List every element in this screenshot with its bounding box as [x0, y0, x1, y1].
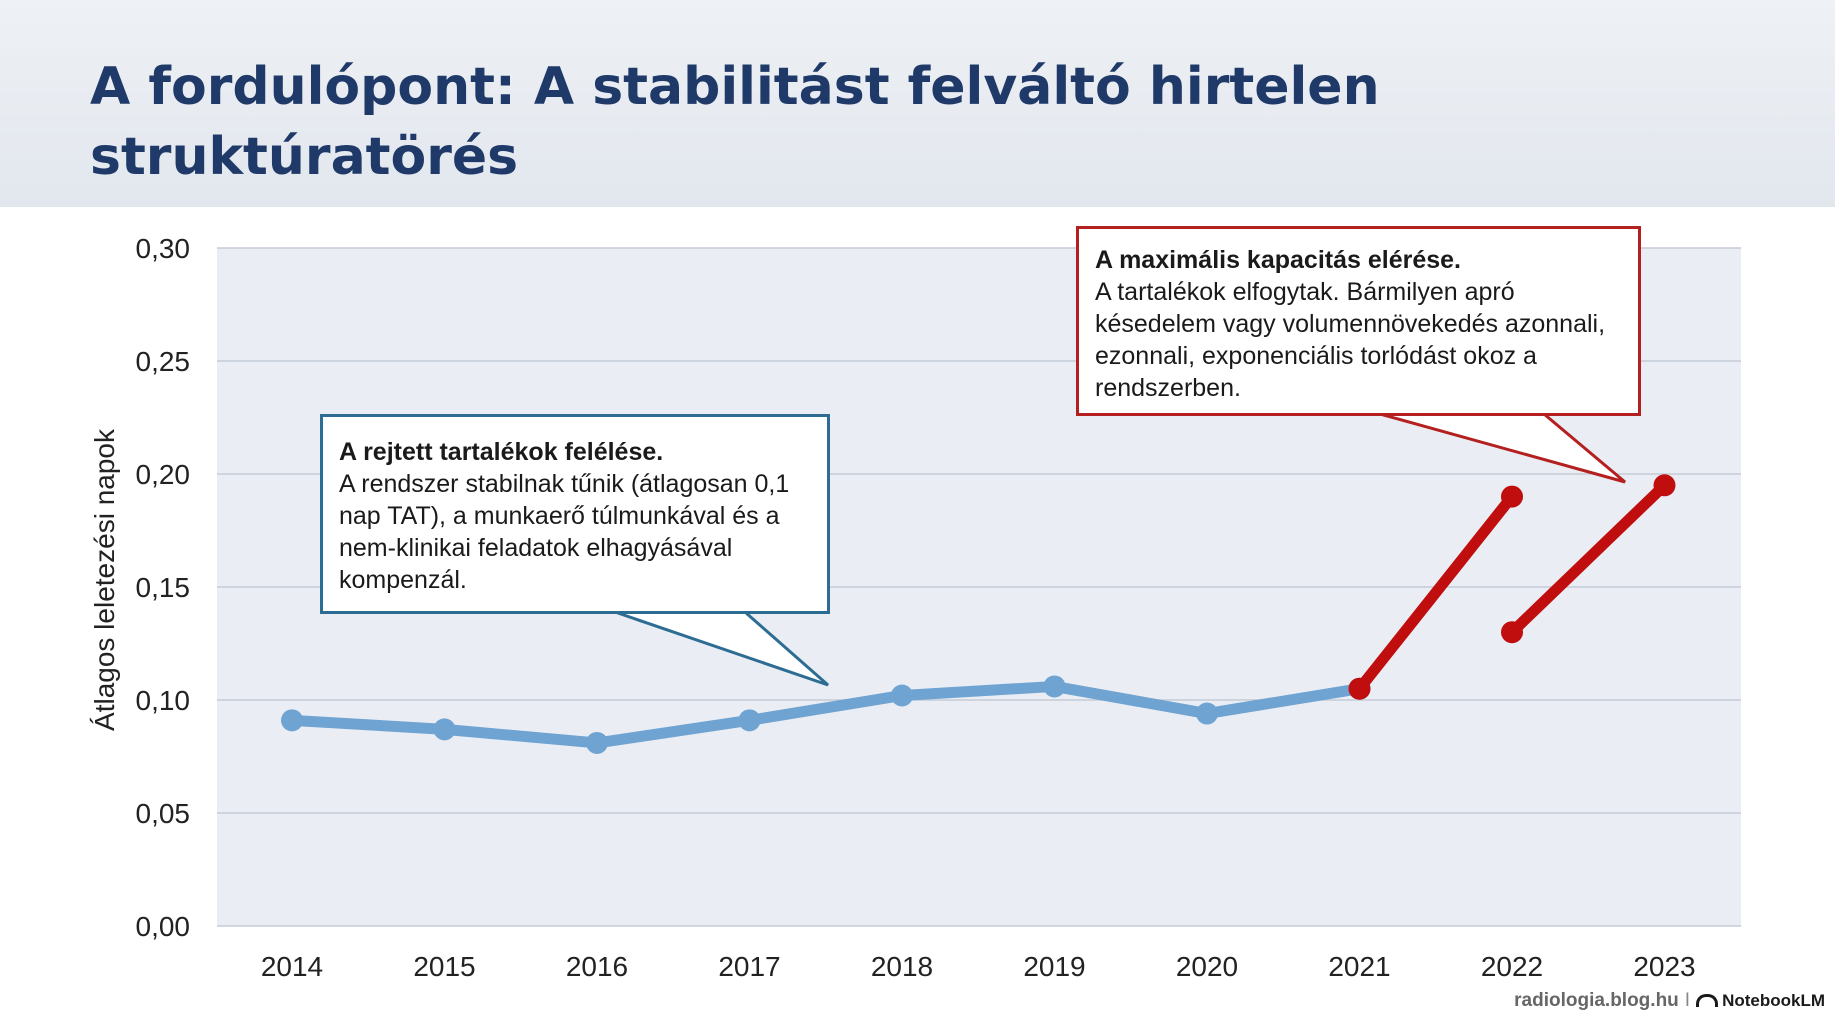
x-tick-labels: 2014 2015 2016 2017 2018 2019 2020 2021 2022 2023	[261, 951, 1696, 982]
x-tick-label: 2023	[1633, 951, 1695, 982]
x-tick-label: 2020	[1176, 951, 1238, 982]
x-tick-label: 2017	[718, 951, 780, 982]
data-point	[586, 731, 608, 754]
data-point	[281, 709, 303, 732]
callout-max-capacity: A maximális kapacitás elérése. A tartalé…	[1076, 226, 1641, 416]
data-point	[738, 709, 761, 732]
series-line-break-2	[1506, 479, 1670, 638]
callout-max-capacity-body: A tartalékok elfogytak. Bármilyen apró k…	[1095, 278, 1606, 402]
data-point	[1348, 677, 1371, 700]
series	[281, 474, 1676, 754]
header-band: A fordulópont: A stabilitást felváltó hi…	[0, 0, 1835, 207]
x-tick-label: 2021	[1328, 951, 1390, 982]
y-tick-label: 0,00	[136, 911, 191, 942]
x-tick-label: 2022	[1481, 951, 1543, 982]
footer-source: radiologia.blog.hu	[1514, 990, 1679, 1011]
y-tick-labels: 0,00 0,05 0,10 0,15 0,20 0,25 0,30	[136, 233, 191, 942]
y-tick-label: 0,05	[136, 798, 191, 829]
y-axis-label: Átlagos leletezési napok	[89, 428, 120, 731]
callout-hidden-reserves-body: A rendszer stabilnak tűnik (átlagosan 0,…	[339, 470, 790, 594]
callout-hidden-reserves-heading: A rejtett tartalékok felélése.	[339, 438, 664, 466]
y-tick-label: 0,25	[136, 346, 191, 377]
callout-max-capacity-heading: A maximális kapacitás elérése.	[1095, 246, 1461, 274]
y-tick-label: 0,15	[136, 572, 191, 603]
y-tick-label: 0,10	[136, 685, 191, 716]
y-tick-label: 0,30	[136, 233, 191, 264]
data-point	[1501, 485, 1523, 508]
footer: radiologia.blog.hu I NotebookLM	[1514, 990, 1825, 1012]
x-tick-label: 2015	[413, 951, 475, 982]
y-tick-label: 0,20	[136, 459, 191, 490]
page-title: A fordulópont: A stabilitást felváltó hi…	[90, 57, 1380, 187]
x-tick-label: 2019	[1023, 951, 1085, 982]
x-tick-label: 2014	[261, 951, 323, 982]
data-point	[1196, 702, 1218, 725]
footer-brand: NotebookLM	[1722, 991, 1825, 1010]
data-point	[1501, 621, 1523, 644]
series-line-stable	[286, 680, 1365, 749]
series-line-break-1	[1354, 491, 1518, 695]
x-tick-label: 2016	[566, 951, 628, 982]
callout-hidden-reserves: A rejtett tartalékok felélése. A rendsze…	[320, 414, 830, 614]
data-point	[1043, 675, 1066, 698]
data-point	[1653, 474, 1676, 497]
data-point	[891, 684, 913, 707]
notebooklm-logo-icon	[1696, 994, 1719, 1007]
footer-separator: I	[1684, 990, 1691, 1011]
x-tick-label: 2018	[871, 951, 933, 982]
data-point	[433, 718, 456, 741]
grid	[217, 247, 1741, 927]
